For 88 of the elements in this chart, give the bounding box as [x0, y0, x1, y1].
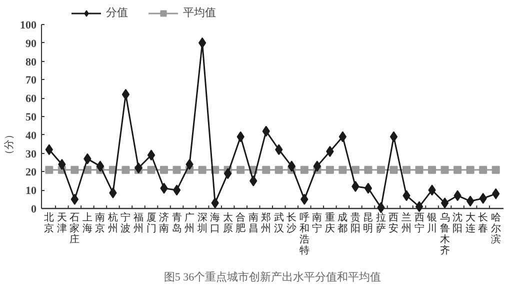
y-tick-label: 0: [31, 204, 37, 216]
x-tick-label: 拉萨: [376, 212, 386, 234]
y-tick-label: 70: [26, 74, 37, 87]
point: [147, 166, 156, 174]
x-tick-label: 大连: [465, 212, 476, 234]
point: [262, 166, 270, 174]
x-tick-label: 济南: [159, 212, 170, 234]
legend-label: 平均值: [183, 6, 216, 20]
point: [390, 131, 398, 142]
x-tick-label: 重庆: [324, 212, 335, 234]
x-tick-label: 呼和浩特: [299, 212, 310, 256]
x-tick-label: 沈阳: [452, 212, 463, 234]
point: [198, 37, 206, 48]
y-tick-label: 20: [26, 166, 37, 179]
x-tick-label: 宁波: [120, 212, 131, 234]
point: [70, 194, 79, 205]
y-tick-label: 40: [26, 130, 37, 142]
y-tick-label: 50: [26, 112, 37, 124]
point: [338, 166, 347, 174]
point: [326, 166, 334, 174]
x-tick-label: 合肥: [236, 212, 246, 234]
x-tick-label: 西安: [388, 212, 399, 234]
x-tick-label: 太原: [222, 212, 233, 234]
point: [390, 166, 398, 174]
caption: 图5 36个重点城市创新产出水平分值和平均值: [164, 270, 382, 284]
x-tick-label: 深圳: [196, 212, 208, 234]
y-tick-label: 10: [26, 185, 37, 198]
point: [440, 166, 449, 174]
x-tick-label: 杭州: [106, 212, 118, 234]
point: [351, 166, 360, 174]
point: [70, 166, 79, 174]
point: [122, 88, 130, 100]
x-tick-label: 南昌: [248, 212, 258, 234]
point: [236, 166, 245, 174]
x-tick-label: 南宁: [312, 212, 322, 234]
point: [122, 166, 130, 174]
point: [274, 166, 283, 174]
x-tick-label: 福州: [133, 212, 144, 234]
x-tick-label: 乌鲁木齐: [440, 212, 450, 256]
x-tick-label: 郑州: [261, 212, 272, 234]
point: [492, 166, 500, 174]
y-tick-label: 90: [26, 38, 37, 50]
x-tick-label: 成都: [338, 212, 348, 234]
y-tick-label: 80: [26, 56, 37, 68]
x-tick-label: 贵阳: [350, 212, 360, 234]
point: [364, 182, 372, 194]
x-tick-label: 天津: [56, 212, 67, 234]
point: [428, 166, 436, 174]
y-axis-title: （分）: [3, 130, 15, 160]
point: [402, 166, 411, 174]
x-tick-label: 哈尔滨: [490, 212, 501, 246]
point: [172, 166, 181, 174]
y-tick-label: 100: [20, 20, 37, 32]
point: [376, 166, 385, 174]
point: [172, 184, 181, 196]
x-tick-label: 青岛: [172, 212, 182, 234]
point: [147, 150, 156, 161]
x-tick-label: 西宁: [414, 212, 424, 234]
legend-label: 分值: [106, 6, 128, 20]
x-tick-label: 银川: [426, 212, 438, 234]
point: [415, 166, 424, 174]
point: [300, 166, 308, 174]
point: [96, 160, 104, 172]
point: [198, 166, 206, 174]
x-tick-label: 长春: [478, 212, 488, 234]
x-tick-label: 北京: [44, 212, 54, 234]
point: [45, 166, 54, 174]
point: [338, 131, 347, 142]
x-tick-label: 昆明: [363, 212, 374, 234]
point: [415, 201, 424, 212]
x-tick-label: 南京: [95, 212, 106, 234]
point: [454, 166, 462, 174]
x-tick-label: 广州: [184, 212, 195, 234]
point: [466, 166, 474, 174]
y-tick-label: 30: [26, 148, 37, 160]
x-tick-label: 兰州: [402, 212, 412, 234]
x-tick-label: 厦门: [146, 212, 156, 234]
point: [440, 197, 449, 208]
x-tick-label: 武汉: [274, 212, 284, 234]
y-tick-label: 60: [26, 93, 37, 106]
point: [479, 166, 488, 174]
x-tick-label: 长沙: [286, 212, 297, 234]
x-tick-label: 上海: [82, 212, 92, 234]
point: [466, 196, 474, 207]
x-tick-label: 海口: [210, 212, 220, 234]
x-tick-label: 石家庄: [70, 212, 80, 246]
point: [160, 166, 168, 174]
point: [364, 166, 372, 174]
